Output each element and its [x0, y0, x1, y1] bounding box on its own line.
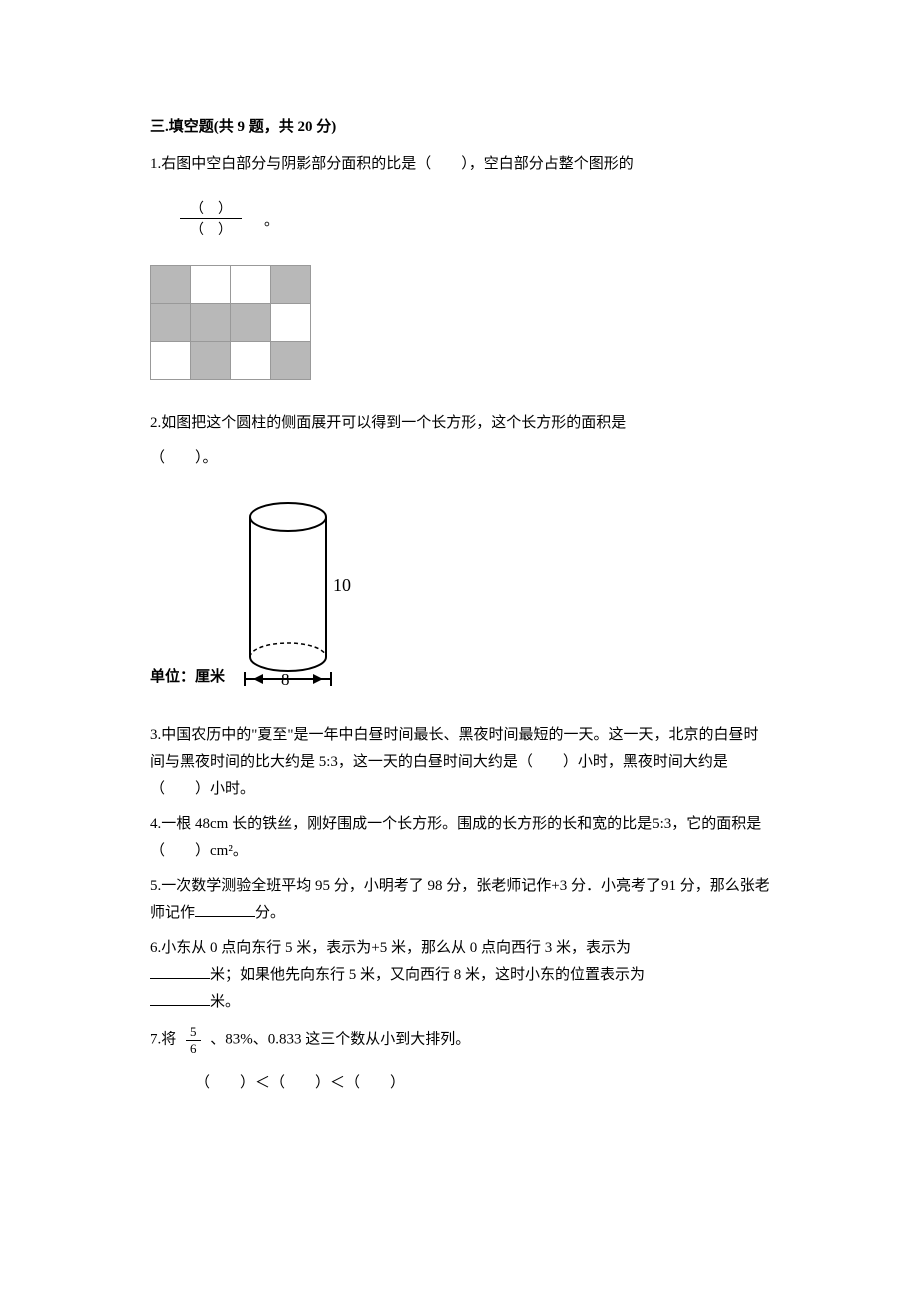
grid-cell	[191, 342, 231, 380]
question-7-text-b: 、83%、0.833 这三个数从小到大排列。	[210, 1032, 470, 1048]
question-1-fraction-row: （ ） （ ） 。	[150, 186, 770, 257]
question-1-grid-figure	[150, 265, 770, 380]
cylinder-height-label: 10	[333, 575, 351, 595]
section-header: 三.填空题(共 9 题，共 20 分)	[150, 115, 770, 136]
grid-cell	[151, 266, 191, 304]
fraction-denominator: 6	[186, 1041, 201, 1057]
question-4-text: 4.一根 48cm 长的铁丝，刚好围成一个长方形。围成的长方形的长和宽的比是5:…	[150, 811, 770, 865]
fraction-numerator: （ ）	[180, 198, 242, 219]
fill-blank	[150, 964, 210, 979]
fill-blank	[150, 991, 210, 1006]
question-2-cylinder-figure: 单位：厘米 10 8	[150, 497, 770, 692]
question-1-period: 。	[264, 213, 279, 229]
grid-cell	[151, 304, 191, 342]
grid-cell	[151, 342, 191, 380]
fraction-denominator: （ ）	[180, 219, 242, 239]
question-6-text-c: 米。	[210, 994, 240, 1010]
table-row	[151, 342, 311, 380]
cylinder-diameter-label: 8	[281, 670, 290, 689]
grid-cell	[191, 266, 231, 304]
grid-cell	[191, 304, 231, 342]
question-7-text-a: 7.将	[150, 1032, 176, 1048]
grid-table	[150, 265, 311, 380]
question-1-text: 1.右图中空白部分与阴影部分面积的比是（ ），空白部分占整个图形的	[150, 151, 770, 178]
question-2-text: 2.如图把这个圆柱的侧面展开可以得到一个长方形，这个长方形的面积是	[150, 410, 770, 437]
table-row	[151, 266, 311, 304]
question-3-text: 3.中国农历中的"夏至"是一年中白昼时间最长、黑夜时间最短的一天。这一天，北京的…	[150, 722, 770, 803]
grid-cell	[231, 342, 271, 380]
question-2-blank: （ ）。	[150, 445, 770, 472]
grid-cell	[271, 266, 311, 304]
question-5: 5.一次数学测验全班平均 95 分，小明考了 98 分，张老师记作+3 分．小亮…	[150, 873, 770, 927]
question-7: 7.将 5 6 、83%、0.833 这三个数从小到大排列。	[150, 1024, 770, 1056]
fraction-numerator: 5	[186, 1024, 201, 1041]
fill-blank	[195, 902, 255, 917]
question-7-compare: （ ）＜（ ）＜（ ）	[195, 1071, 770, 1092]
grid-cell	[231, 266, 271, 304]
question-6-text-a: 6.小东从 0 点向东行 5 米，表示为+5 米，那么从 0 点向西行 3 米，…	[150, 940, 631, 956]
table-row	[151, 304, 311, 342]
question-6: 6.小东从 0 点向东行 5 米，表示为+5 米，那么从 0 点向西行 3 米，…	[150, 935, 770, 1016]
grid-cell	[271, 342, 311, 380]
unit-label: 单位：厘米	[150, 665, 225, 692]
question-6-text-b: 米；如果他先向东行 5 米，又向西行 8 米，这时小东的位置表示为	[210, 967, 645, 983]
question-5-text-b: 分。	[255, 905, 285, 921]
fraction-blank: （ ） （ ）	[180, 198, 242, 239]
cylinder-svg: 10 8	[233, 497, 373, 692]
grid-cell	[271, 304, 311, 342]
fraction-five-sixths: 5 6	[186, 1024, 201, 1056]
grid-cell	[231, 304, 271, 342]
